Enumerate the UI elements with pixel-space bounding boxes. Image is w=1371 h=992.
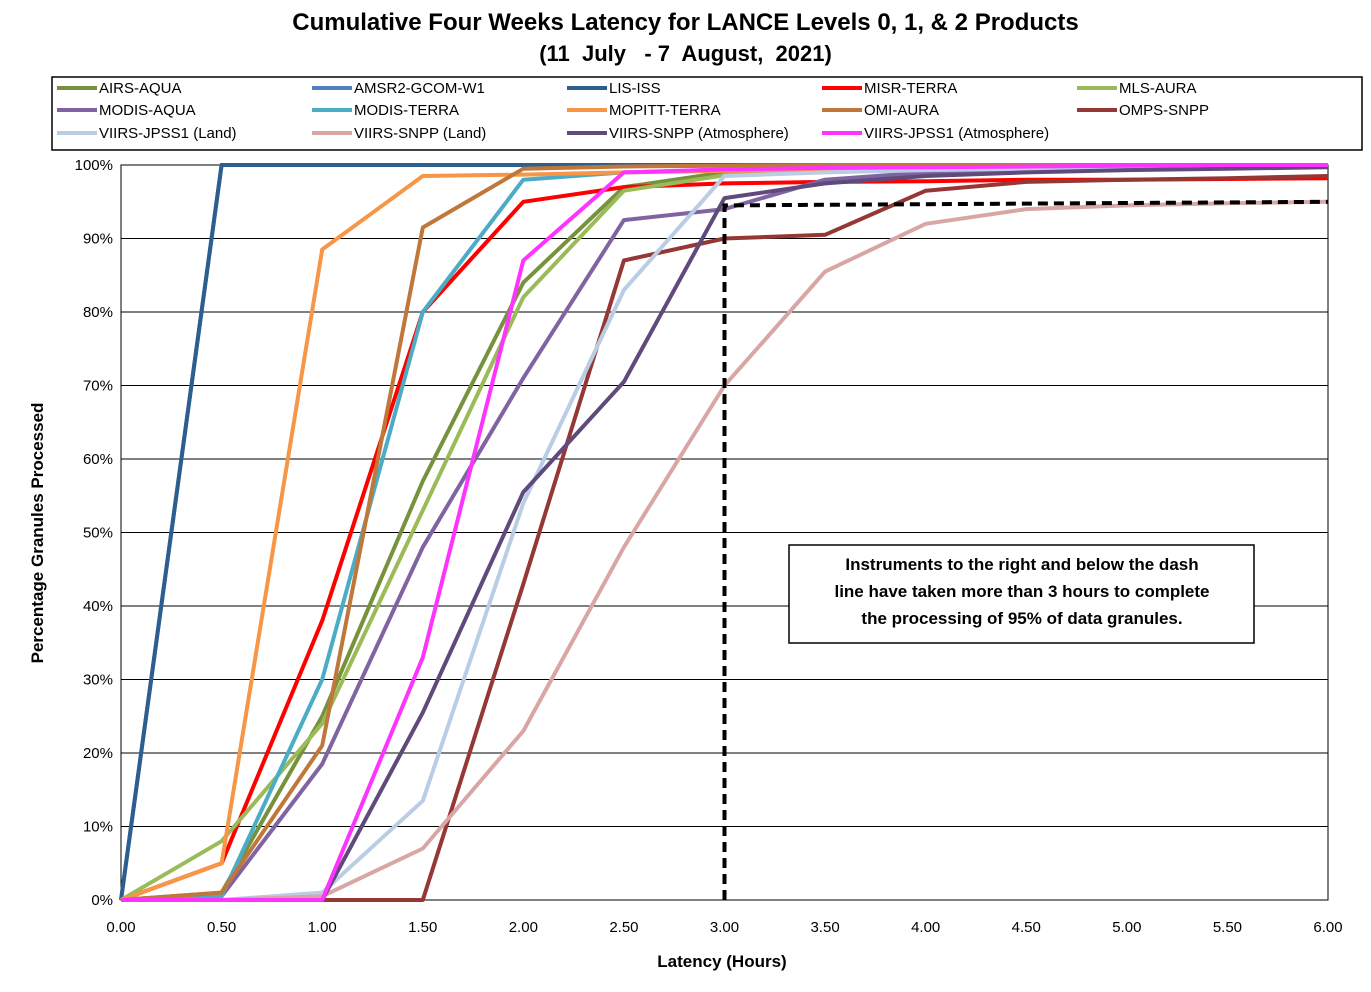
y-tick-label: 0% bbox=[91, 892, 113, 909]
y-tick-label: 90% bbox=[83, 231, 113, 248]
chart-subtitle: (11 July - 7 August, 2021) bbox=[539, 41, 832, 66]
y-tick-label: 40% bbox=[83, 598, 113, 615]
x-tick-label: 6.00 bbox=[1313, 919, 1342, 936]
legend-box bbox=[51, 76, 1363, 151]
y-tick-label: 70% bbox=[83, 378, 113, 395]
x-tick-label: 1.50 bbox=[408, 919, 437, 936]
y-axis-title: Percentage Granules Processed bbox=[28, 403, 47, 664]
x-axis-tick-labels: 0.00 0.50 1.00 1.50 2.00 2.50 3.00 3.50 4.00 4.50… bbox=[106, 919, 1342, 936]
legend-label: VIIRS-JPSS1 (Land) bbox=[99, 125, 237, 142]
x-tick-label: 0.50 bbox=[207, 919, 236, 936]
legend-label: AIRS-AQUA bbox=[99, 80, 182, 97]
legend-label: AMSR2-GCOM-W1 bbox=[354, 80, 485, 97]
series-line-10 bbox=[121, 163, 1329, 902]
y-tick-label: 20% bbox=[83, 745, 113, 762]
threshold-dashed-line bbox=[722, 199, 1329, 900]
x-axis-title: Latency (Hours) bbox=[657, 952, 786, 971]
annotation-line-3: the processing of 95% of data granules. bbox=[861, 609, 1182, 628]
legend: AIRS-AQUA AMSR2-GCOM-W1 LIS-ISS MISR-TERRA M… bbox=[57, 80, 1209, 142]
legend-label: OMPS-SNPP bbox=[1119, 102, 1209, 119]
legend-label: MODIS-TERRA bbox=[354, 102, 459, 119]
series-line-13 bbox=[121, 163, 1328, 902]
legend-label: OMI-AURA bbox=[864, 102, 939, 119]
legend-label: MODIS-AQUA bbox=[99, 102, 196, 119]
y-axis-tick-labels: 0% 10% 20% 30% 40% 50% 60% 70% 80% 90% 100% bbox=[75, 157, 113, 909]
x-tick-label: 5.50 bbox=[1213, 919, 1242, 936]
y-tick-label: 100% bbox=[75, 157, 113, 174]
annotation-box bbox=[788, 544, 1255, 644]
annotation-line-1: Instruments to the right and below the d… bbox=[845, 555, 1198, 574]
x-tick-label: 2.50 bbox=[609, 919, 638, 936]
x-tick-label: 5.00 bbox=[1112, 919, 1141, 936]
legend-label: MISR-TERRA bbox=[864, 80, 957, 97]
legend-label: VIIRS-SNPP (Atmosphere) bbox=[609, 125, 789, 142]
x-tick-label: 3.00 bbox=[710, 919, 739, 936]
legend-label: LIS-ISS bbox=[609, 80, 661, 97]
y-tick-label: 50% bbox=[83, 525, 113, 542]
x-tick-label: 3.50 bbox=[810, 919, 839, 936]
x-tick-label: 2.00 bbox=[509, 919, 538, 936]
x-tick-label: 0.00 bbox=[106, 919, 135, 936]
legend-label: MOPITT-TERRA bbox=[609, 102, 721, 119]
x-tick-label: 1.00 bbox=[308, 919, 337, 936]
x-tick-label: 4.00 bbox=[911, 919, 940, 936]
x-tick-label: 4.50 bbox=[1012, 919, 1041, 936]
annotation-line-2: line have taken more than 3 hours to com… bbox=[834, 582, 1209, 601]
legend-label: MLS-AURA bbox=[1119, 80, 1197, 97]
y-tick-label: 10% bbox=[83, 819, 113, 836]
y-tick-label: 30% bbox=[83, 672, 113, 689]
legend-label: VIIRS-JPSS1 (Atmosphere) bbox=[864, 125, 1049, 142]
legend-label: VIIRS-SNPP (Land) bbox=[354, 125, 486, 142]
y-tick-label: 80% bbox=[83, 304, 113, 321]
chart-title: Cumulative Four Weeks Latency for LANCE … bbox=[292, 9, 1079, 36]
y-tick-label: 60% bbox=[83, 451, 113, 468]
